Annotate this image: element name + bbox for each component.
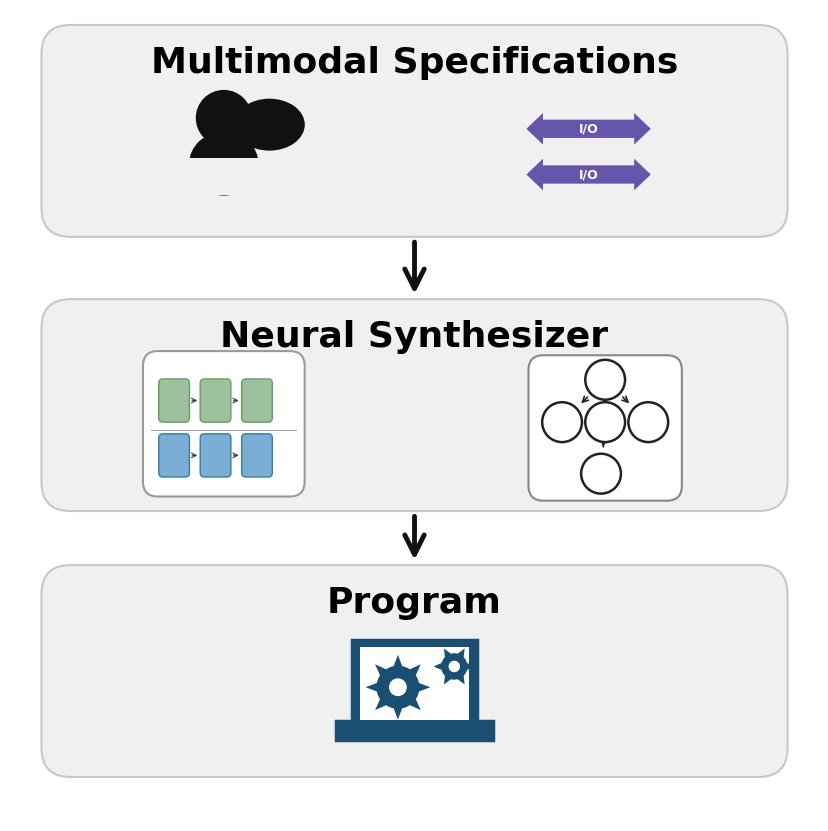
Text: Neural Synthesizer: Neural Synthesizer [220,320,608,354]
FancyBboxPatch shape [182,158,265,195]
FancyBboxPatch shape [242,434,272,477]
Polygon shape [365,655,430,720]
FancyBboxPatch shape [41,565,787,777]
Text: I/O: I/O [578,168,598,181]
FancyBboxPatch shape [200,434,230,477]
FancyBboxPatch shape [159,434,190,477]
Circle shape [196,91,251,145]
Circle shape [628,402,667,442]
Circle shape [389,679,406,696]
Text: I/O: I/O [578,122,598,135]
Ellipse shape [234,100,304,150]
FancyBboxPatch shape [41,299,787,511]
FancyBboxPatch shape [335,721,493,740]
Circle shape [580,454,620,494]
Circle shape [585,402,624,442]
Text: Multimodal Specifications: Multimodal Specifications [151,46,677,80]
FancyBboxPatch shape [41,25,787,237]
Text: Program: Program [327,586,501,620]
FancyBboxPatch shape [159,379,190,422]
Circle shape [542,402,581,442]
Polygon shape [526,159,650,190]
FancyBboxPatch shape [527,356,681,500]
Circle shape [449,661,459,671]
Circle shape [585,360,624,400]
Ellipse shape [190,133,258,195]
FancyBboxPatch shape [200,379,230,422]
Polygon shape [244,133,263,145]
FancyBboxPatch shape [143,352,305,497]
FancyBboxPatch shape [352,640,476,727]
FancyBboxPatch shape [359,647,469,720]
Polygon shape [526,113,650,145]
FancyBboxPatch shape [242,379,272,422]
Polygon shape [433,648,474,685]
